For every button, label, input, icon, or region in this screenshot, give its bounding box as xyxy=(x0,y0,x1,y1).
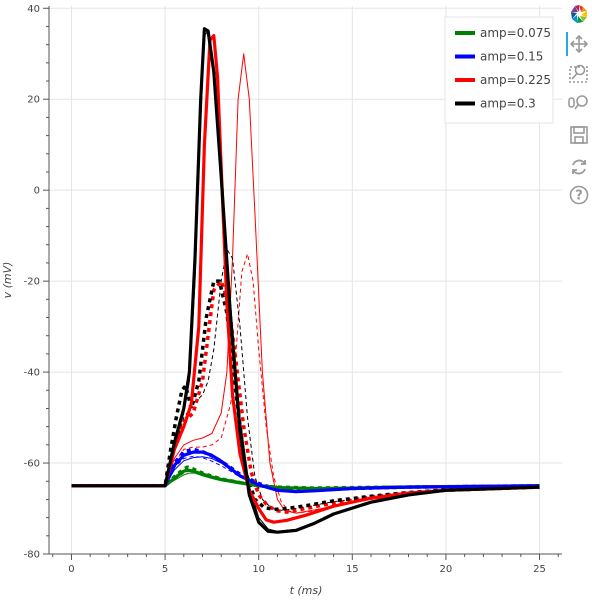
reset-icon[interactable] xyxy=(568,156,590,178)
x-tick-label: 15 xyxy=(346,564,359,575)
x-tick-label: 10 xyxy=(252,564,265,575)
y-tick-label: 20 xyxy=(27,95,40,106)
save-icon[interactable] xyxy=(568,124,590,146)
bokeh-logo-icon[interactable] xyxy=(568,3,590,25)
y-tick-label: -40 xyxy=(24,368,40,379)
y-tick-label: -80 xyxy=(24,550,40,561)
pan-icon[interactable] xyxy=(568,33,590,55)
series-line xyxy=(71,450,540,494)
y-tick-label: 40 xyxy=(27,4,40,15)
series-line xyxy=(71,33,540,524)
x-tick-label: 25 xyxy=(533,564,546,575)
y-tick-label: -20 xyxy=(24,277,40,288)
series-line xyxy=(71,279,540,514)
toolbar: ? xyxy=(566,0,592,220)
legend-label: amp=0.15 xyxy=(480,50,543,64)
legend-label: amp=0.3 xyxy=(480,97,536,111)
x-axis-label: t (ms) xyxy=(290,584,323,597)
active-tool-indicator xyxy=(566,32,568,56)
y-tick-label: -60 xyxy=(24,459,40,470)
legend-label: amp=0.075 xyxy=(480,26,551,40)
wheel-zoom-icon[interactable] xyxy=(568,92,590,114)
help-icon[interactable]: ? xyxy=(568,184,590,206)
y-tick-label: 0 xyxy=(34,186,40,197)
legend-label: amp=0.225 xyxy=(480,73,551,87)
x-tick-label: 20 xyxy=(440,564,453,575)
series-line xyxy=(71,279,540,512)
axes: 0 5 10 15 20 25 -80 -60 -40 -20 0 20 40 xyxy=(24,4,562,575)
series-line xyxy=(71,27,540,534)
svg-text:?: ? xyxy=(575,189,583,204)
legend: amp=0.075 amp=0.15 amp=0.225 amp=0.3 xyxy=(444,16,554,124)
box-zoom-icon[interactable] xyxy=(568,62,590,84)
x-tick-label: 5 xyxy=(162,564,168,575)
y-axis-label: v (mV) xyxy=(1,262,14,299)
series-layer xyxy=(71,27,540,534)
grid xyxy=(49,6,562,555)
series-line xyxy=(71,248,540,511)
x-tick-label: 0 xyxy=(68,564,74,575)
